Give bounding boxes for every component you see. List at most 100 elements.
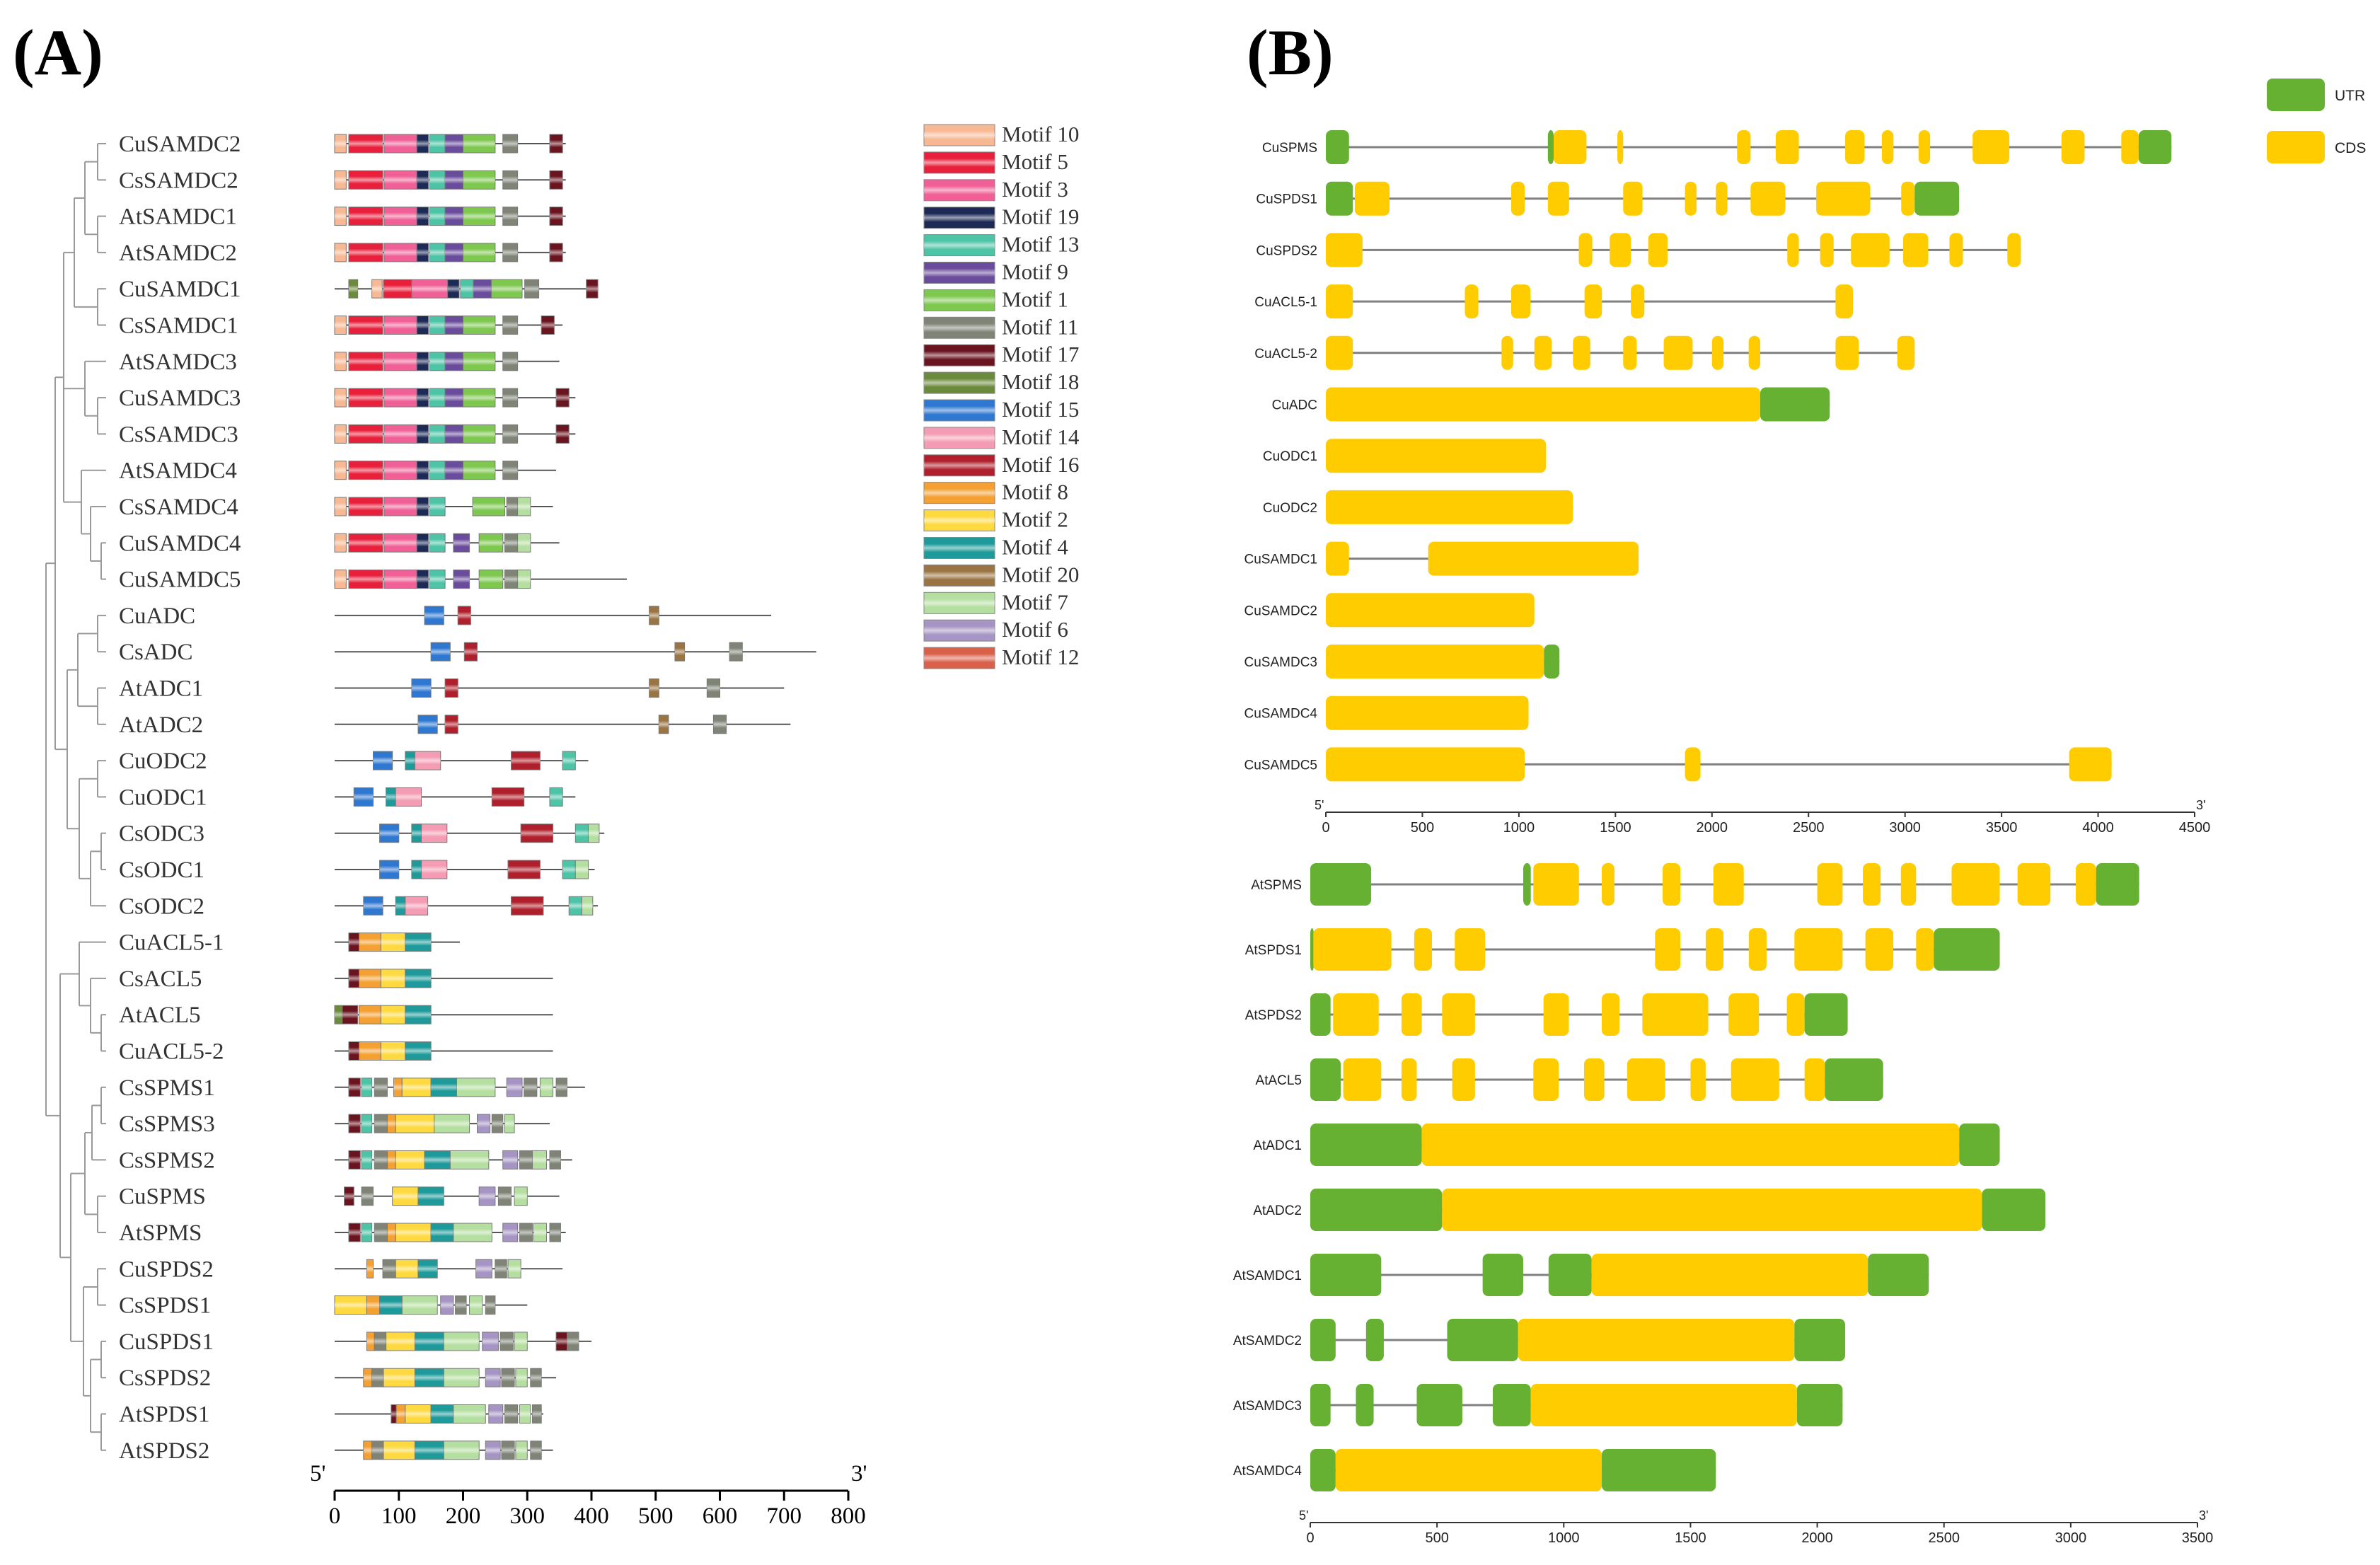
motif-6-box <box>506 1078 523 1097</box>
motif-11-box <box>497 1186 512 1206</box>
legend-motif-label: Motif 19 <box>1002 204 1079 229</box>
axis-tick-label: 3500 <box>2182 1530 2214 1546</box>
motif-13-box <box>568 896 582 916</box>
motif-11-box <box>502 461 519 480</box>
cds-segment <box>1713 863 1744 906</box>
motif-10-box <box>334 134 347 154</box>
motif-7-box <box>453 1404 486 1423</box>
utr-segment <box>1959 1124 2000 1166</box>
motif-13-box <box>460 279 474 299</box>
gene-label-atadc2: AtADC2 <box>1253 1203 1302 1218</box>
cds-segment <box>1543 993 1569 1036</box>
legend-motif-19: Motif 19 <box>923 204 1079 229</box>
motif-14-box <box>414 751 441 770</box>
cds-segment <box>1518 1319 1795 1361</box>
cds-segment <box>1591 1254 1868 1296</box>
motif-row-cuacl5-1 <box>335 932 460 952</box>
motif-row-csspds2 <box>335 1368 557 1387</box>
gene-row-atspds2: AtSPDS2 <box>1245 993 1848 1036</box>
motif-rows <box>334 134 816 1460</box>
cds-segment <box>1326 490 1573 524</box>
motif-4-box <box>430 1078 457 1097</box>
cds-segment <box>1421 1124 1960 1166</box>
utr-segment <box>1825 1058 1883 1101</box>
legend-motif-label: Motif 7 <box>1002 589 1068 614</box>
gene-row-cusamdc2: CuSAMDC2 <box>1244 593 1535 628</box>
motif-1-box <box>463 352 496 371</box>
cds-segment <box>1716 181 1728 216</box>
motif-8-box <box>386 1114 396 1133</box>
motif-13-box <box>429 207 446 226</box>
cds-segment <box>1731 1058 1779 1101</box>
protein-label-atspds1: AtSPDS1 <box>119 1402 209 1428</box>
motif-11-box <box>530 1368 542 1387</box>
motif-1-box <box>463 243 496 262</box>
motif-15-box <box>379 860 400 879</box>
protein-label-csodc2: CsODC2 <box>119 894 204 919</box>
motif-2-box <box>383 1440 415 1460</box>
motif-13-box <box>429 424 446 444</box>
motif-11-box <box>374 1332 387 1351</box>
motif-11-box <box>371 1368 384 1387</box>
motif-11-box <box>502 170 519 190</box>
motif-17-box <box>348 1223 361 1242</box>
gene-row-cuspds1: CuSPDS1 <box>1256 181 1960 216</box>
motif-row-csspds1 <box>334 1295 528 1315</box>
protein-label-atadc1: AtADC1 <box>119 676 203 702</box>
motif-2-box <box>386 1332 415 1351</box>
axis-tick-label: 1500 <box>1600 820 1631 836</box>
gene-structures-top: CuSPMS CuSPDS1 CuSPDS2 CuACL5-1 CuACL5-2 CuAD… <box>1244 130 2172 782</box>
cds-segment <box>1455 928 1486 971</box>
gene-label-cuspds2: CuSPDS2 <box>1256 243 1317 258</box>
cds-segment <box>1865 928 1894 971</box>
cds-segment <box>1804 1058 1825 1101</box>
motif-row-cuspds2 <box>335 1259 563 1278</box>
motif-8-box <box>386 1150 396 1170</box>
protein-label-cssamdc1: CsSAMDC1 <box>119 313 238 339</box>
motif-17-box <box>586 279 599 299</box>
motif-5-box <box>348 352 383 371</box>
cds-segment <box>1533 1058 1559 1101</box>
motif-row-cuodc2 <box>335 751 589 770</box>
motif-7-box <box>517 497 531 516</box>
motif-15-box <box>372 751 393 770</box>
utr-segment <box>1447 1319 1518 1361</box>
utr-segment <box>2138 130 2172 164</box>
cds-segment <box>1326 233 1363 267</box>
utr-segment <box>1310 1189 1443 1231</box>
protein-label-cuacl5-1: CuACL5-1 <box>119 930 224 956</box>
cds-segment <box>1663 863 1681 906</box>
motif-15-box <box>363 896 383 916</box>
gene-label-cusamdc5: CuSAMDC5 <box>1244 758 1317 773</box>
cds-segment <box>1354 181 1390 216</box>
motif-7-box <box>515 1368 528 1387</box>
utr-segment <box>1326 130 1349 164</box>
motif-9-box <box>444 388 464 408</box>
motif-16-box <box>511 751 541 770</box>
gene-label-cuadc: CuADC <box>1272 398 1317 413</box>
motif-13-box <box>429 170 446 190</box>
gene-label-cuodc2: CuODC2 <box>1263 501 1317 516</box>
cds-segment <box>1655 928 1681 971</box>
gene-row-atsamdc1: AtSAMDC1 <box>1233 1254 1929 1296</box>
motif-9-box <box>453 533 470 553</box>
motif-7-box <box>504 1114 515 1133</box>
protein-label-cuadc: CuADC <box>119 604 195 629</box>
motif-row-csodc1 <box>335 860 595 879</box>
motif-4-box <box>405 751 415 770</box>
cds-segment <box>1326 284 1353 319</box>
motif-4-box <box>395 896 406 916</box>
protein-label-cusamdc2: CuSAMDC2 <box>119 132 241 157</box>
legend-motif-label: Motif 15 <box>1002 397 1079 422</box>
motif-7-box <box>514 1186 528 1206</box>
cds-segment <box>1835 284 1853 319</box>
cds-segment <box>1343 1058 1382 1101</box>
protein-label-atsamdc1: AtSAMDC1 <box>119 204 237 230</box>
cds-segment <box>1820 233 1834 267</box>
gene-row-cuacl5-2: CuACL5-2 <box>1254 335 1915 370</box>
motif-16-box <box>511 896 544 916</box>
cds-segment <box>1326 747 1525 782</box>
axis-tick-label: 500 <box>1411 820 1434 836</box>
protein-label-cuspds1: CuSPDS1 <box>119 1329 214 1355</box>
motif-row-atspms <box>335 1223 566 1242</box>
